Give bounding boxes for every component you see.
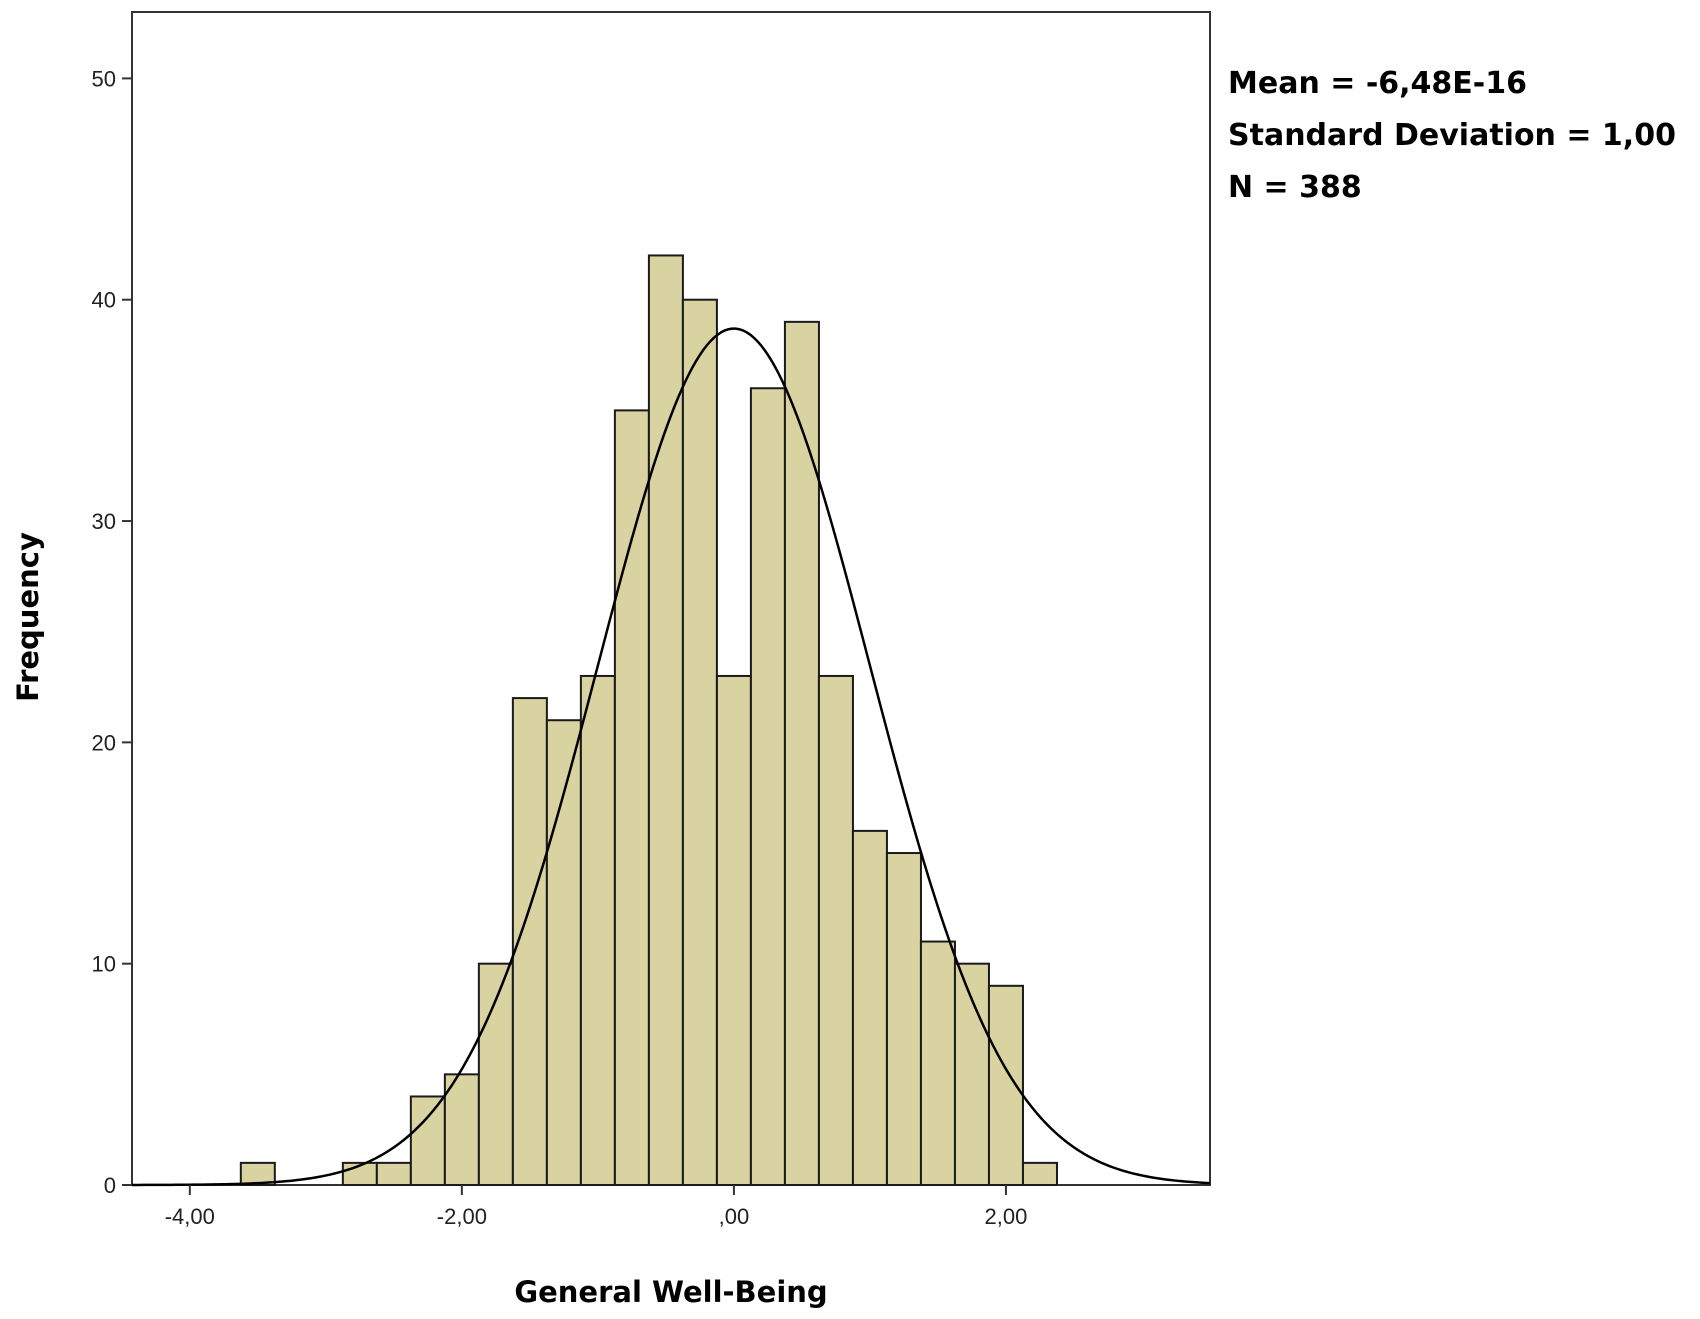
histogram-bar	[545, 719, 582, 1186]
stats-standard-deviation: Standard Deviation = 1,00	[1228, 118, 1676, 153]
histogram-bar	[647, 254, 684, 1186]
y-tick-label: 30	[92, 509, 116, 534]
histogram-bar	[239, 1161, 276, 1186]
histogram-bar	[919, 940, 956, 1186]
x-tick-label: ,00	[719, 1204, 750, 1229]
x-tick-label: 2,00	[985, 1204, 1028, 1229]
x-axis-title: General Well-Being	[514, 1275, 827, 1309]
y-tick-label: 10	[92, 952, 116, 977]
stats-block: Mean = -6,48E-16 Standard Deviation = 1,…	[1228, 58, 1676, 214]
stats-n: N = 388	[1228, 170, 1362, 205]
histogram-bar	[443, 1073, 480, 1186]
histogram-bar	[579, 674, 616, 1187]
bars-layer	[239, 254, 1058, 1187]
histogram-bar	[749, 387, 786, 1186]
axes-layer: 0 10 20 30 40 50 -4,00 -2,00 ,00 2,00	[92, 66, 1028, 1229]
histogram-bar	[851, 829, 888, 1186]
x-tick-label: -4,00	[165, 1204, 215, 1229]
histogram-bar	[613, 409, 650, 1186]
histogram-bar	[783, 320, 820, 1187]
y-axis-title: Frequency	[11, 532, 45, 702]
x-tick-label: -2,00	[437, 1204, 487, 1229]
histogram-bar	[817, 674, 854, 1187]
y-tick-label: 50	[92, 66, 116, 91]
stats-mean: Mean = -6,48E-16	[1228, 66, 1527, 101]
histogram-bar	[409, 1095, 446, 1186]
normal-curve	[132, 327, 1211, 1187]
histogram-bar	[987, 984, 1024, 1186]
histogram-bar	[715, 674, 752, 1187]
y-tick-label: 40	[92, 288, 116, 313]
y-tick-label: 0	[104, 1173, 116, 1198]
histogram-bar	[375, 1161, 412, 1186]
histogram-bar	[1021, 1161, 1058, 1186]
y-tick-label: 20	[92, 730, 116, 755]
histogram-bar	[681, 298, 718, 1187]
histogram-bar	[885, 852, 922, 1187]
